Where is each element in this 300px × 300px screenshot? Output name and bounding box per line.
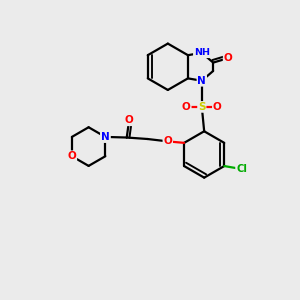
Text: N: N	[101, 132, 110, 142]
Text: O: O	[182, 102, 191, 112]
Text: NH: NH	[194, 48, 210, 57]
Text: O: O	[125, 115, 134, 125]
Text: O: O	[224, 53, 233, 63]
Text: O: O	[213, 102, 222, 112]
Text: N: N	[101, 132, 110, 142]
Text: O: O	[164, 136, 172, 146]
Text: O: O	[68, 151, 76, 161]
Text: Cl: Cl	[236, 164, 247, 174]
Text: S: S	[198, 102, 206, 112]
Text: N: N	[197, 76, 206, 86]
